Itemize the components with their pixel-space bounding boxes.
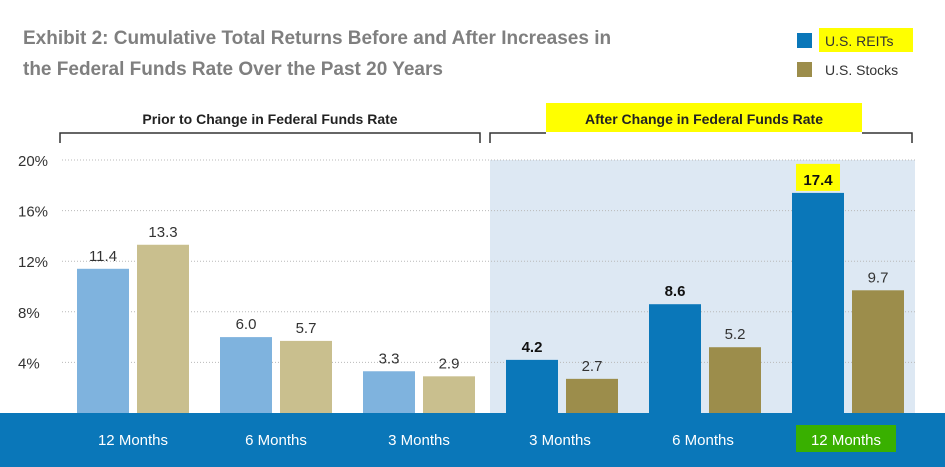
- category-label-2: 6 Months: [245, 432, 307, 449]
- legend-highlight-reits: [819, 28, 913, 52]
- category-band: [0, 413, 945, 467]
- category-highlight: [796, 425, 896, 452]
- value-label-stocks-6: 9.7: [868, 269, 889, 286]
- bar-stocks-5: [709, 347, 761, 413]
- bar-stocks-4: [566, 378, 618, 413]
- value-label-reits-5: 8.6: [665, 283, 686, 300]
- value-label-stocks-1: 13.3: [148, 224, 177, 241]
- legend-swatch-stocks: [797, 62, 812, 77]
- chart-subtitle: the Federal Funds Rate Over the Past 20 …: [23, 59, 443, 80]
- y-axis-ticks: 4% 8% 12% 16% 20%: [18, 153, 48, 372]
- legend-label-stocks: U.S. Stocks: [825, 62, 898, 78]
- bracket-prior: [59, 132, 481, 143]
- value-label-reits-2: 6.0: [236, 316, 257, 333]
- value-label-stocks-4: 2.7: [582, 358, 603, 375]
- bar-reits-1: [77, 268, 129, 413]
- value-label-stocks-2: 5.7: [296, 320, 317, 337]
- category-label-5: 6 Months: [672, 432, 734, 449]
- bar-stocks-2: [280, 340, 332, 413]
- category-label-4: 3 Months: [529, 432, 591, 449]
- bar-reits-2: [220, 337, 272, 413]
- value-label-reits-4: 4.2: [522, 339, 543, 356]
- bar-reits-5: [649, 304, 701, 413]
- section-label-prior: Prior to Change in Federal Funds Rate: [142, 111, 397, 127]
- chart-title: Exhibit 2: Cumulative Total Returns Befo…: [23, 28, 611, 49]
- value-label-reits-6: 17.4: [803, 172, 833, 189]
- category-label-1: 12 Months: [98, 432, 168, 449]
- y-tick-label: 16%: [18, 204, 48, 221]
- legend-label-reits: U.S. REITs: [825, 33, 893, 49]
- bracket-after: [489, 132, 913, 143]
- y-tick-label: 12%: [18, 254, 48, 271]
- bar-stocks-6: [852, 290, 904, 413]
- legend: U.S. REITs U.S. Stocks: [797, 28, 913, 78]
- value-label-reits-3: 3.3: [379, 350, 400, 367]
- bar-stocks-3: [423, 376, 475, 413]
- value-label-stocks-5: 5.2: [725, 326, 746, 343]
- gridlines: [62, 159, 915, 363]
- value-label-highlight: [796, 163, 840, 191]
- bar-stocks-1: [137, 244, 189, 413]
- value-labels: 11.4 13.3 6.0 5.7 3.3 2.9 4.2 2.7 8.6 5.2 17.4 9.7: [89, 163, 889, 375]
- bar-reits-3: [363, 371, 415, 413]
- bar-reits-6: [792, 192, 844, 413]
- y-tick-label: 4%: [18, 355, 40, 372]
- category-label-3: 3 Months: [388, 432, 450, 449]
- bar-reits-4: [506, 359, 558, 413]
- value-label-reits-1: 11.4: [89, 248, 117, 265]
- bars: [77, 192, 904, 413]
- value-label-stocks-3: 2.9: [439, 355, 460, 372]
- section-label-after: After Change in Federal Funds Rate: [585, 111, 823, 127]
- y-tick-label: 20%: [18, 153, 48, 170]
- after-region-background: [490, 160, 915, 413]
- y-tick-label: 8%: [18, 305, 40, 322]
- category-labels: 12 Months 6 Months 3 Months 3 Months 6 Month…: [98, 425, 896, 452]
- section-label-after-highlight: [546, 103, 862, 132]
- legend-swatch-reits: [797, 33, 812, 48]
- category-label-6: 12 Months: [811, 432, 881, 449]
